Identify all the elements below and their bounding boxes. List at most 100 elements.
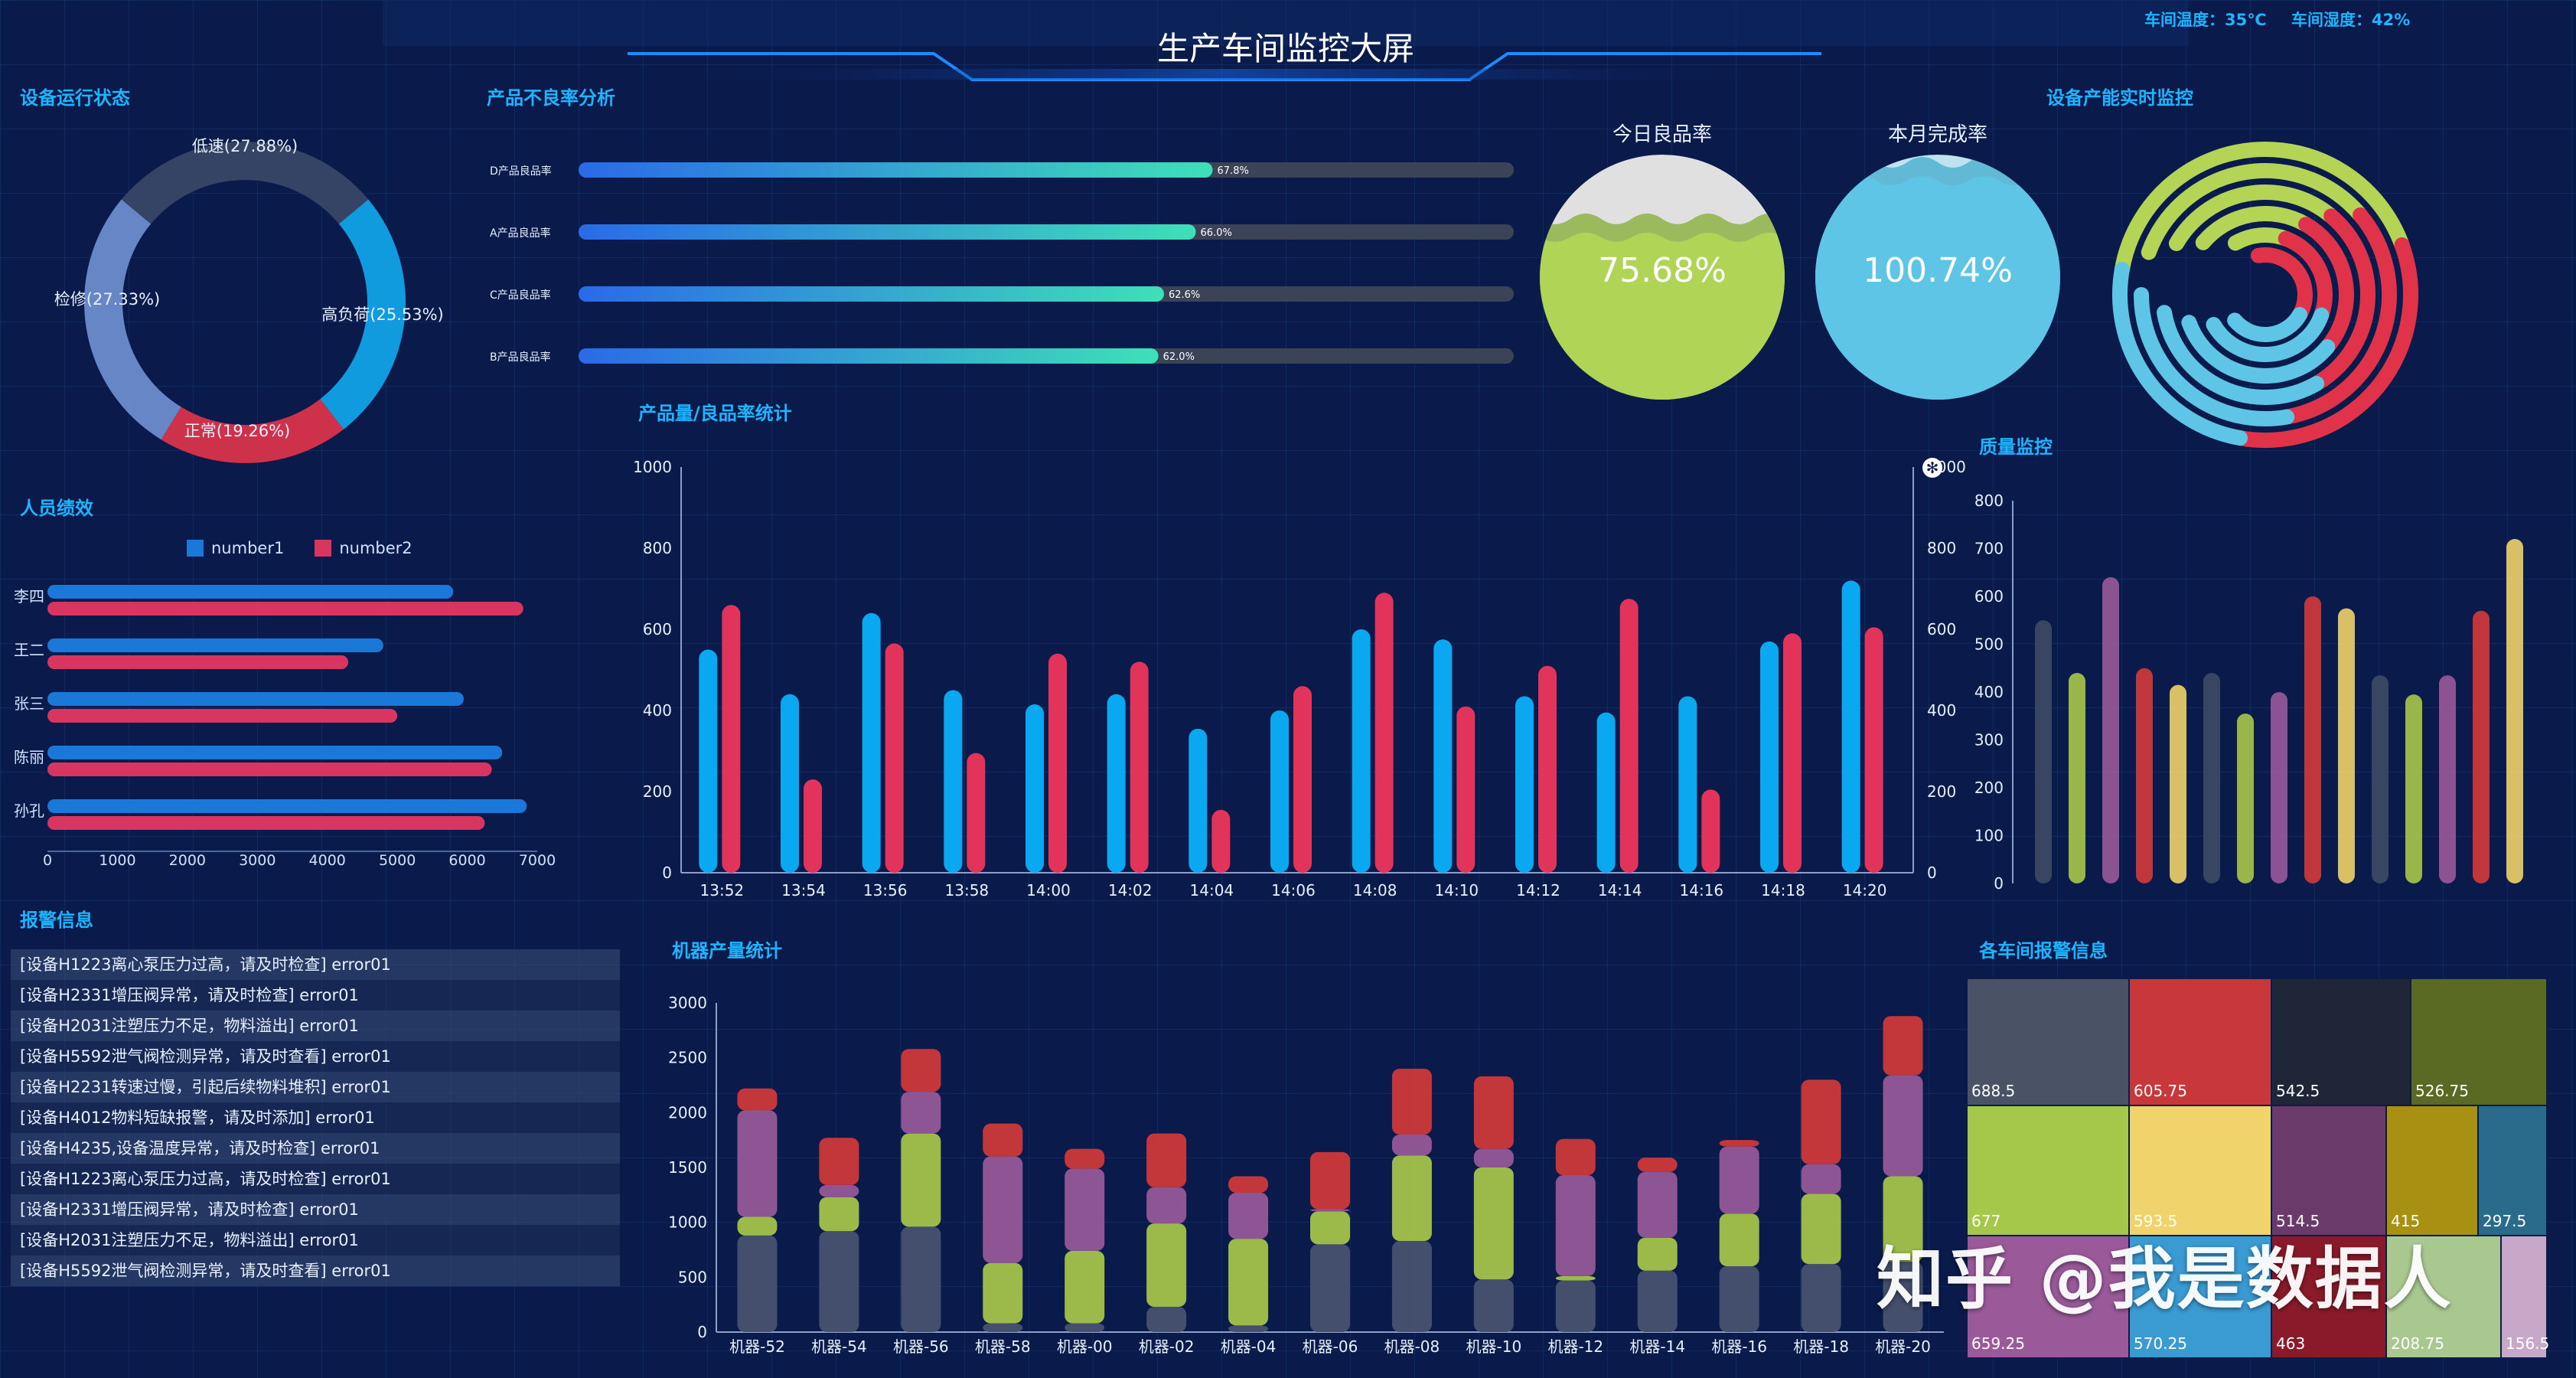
treemap-cell <box>2271 1235 2387 1359</box>
donut-slice <box>161 399 344 463</box>
output-bar-blue <box>781 694 799 873</box>
gauge-value: 75.68% <box>1598 251 1727 290</box>
capacity-ring-arc <box>2278 230 2333 323</box>
quality-monitor-chart: 0 100 200 300 400 500 600 700 800 <box>1974 491 2523 893</box>
watermark-text: 知乎 @我是数据人 <box>1877 1239 2453 1318</box>
treemap-cell-label: 688.5 <box>1971 1082 2015 1100</box>
machine-y-tick: 500 <box>678 1268 707 1286</box>
machine-y-tick: 3000 <box>668 994 707 1012</box>
staff-name: 王二 <box>14 641 44 659</box>
quality-y-tick: 300 <box>1974 731 2004 749</box>
alarm-item: [设备H4235,设备温度异常，请及时检查] error01 <box>11 1133 620 1164</box>
treemap-cell-label: 156.5 <box>2506 1334 2549 1353</box>
treemap-cell-label: 605.75 <box>2134 1082 2187 1100</box>
output-bar-blue <box>1678 696 1697 873</box>
output-bar-blue <box>1596 712 1616 873</box>
machine-x-tick: 机器-52 <box>729 1337 785 1356</box>
staff-x-tick: 6000 <box>448 852 485 869</box>
treemap-cell <box>2271 978 2411 1106</box>
capacity-ring-arc <box>2134 287 2295 426</box>
machine-bar-segment <box>1883 1075 1923 1177</box>
output-bar-blue <box>1515 696 1534 873</box>
gauge-wave <box>1540 232 1785 400</box>
capacity-ring-arc <box>2195 206 2314 250</box>
temperature-readout: 车间温度：35℃ <box>2144 11 2267 29</box>
machine-bar-segment <box>1473 1279 1514 1332</box>
treemap-cell <box>2500 1235 2548 1359</box>
alarm-item: [设备H5592泄气阀检测异常，请及时查看] error01 <box>11 1041 620 1072</box>
machine-y-tick: 2000 <box>668 1103 707 1122</box>
capacity-ring-arc <box>2298 217 2354 355</box>
machine-bar-segment <box>1228 1192 1269 1239</box>
capacity-ring-arc <box>2181 315 2336 384</box>
machine-output-title: 机器产量统计 <box>672 940 782 962</box>
treemap-cell <box>2128 1235 2272 1359</box>
output-bar-blue <box>1270 710 1289 873</box>
capacity-ring-arc <box>2279 207 2397 425</box>
machine-bar-segment <box>1719 1146 1759 1214</box>
machine-bar-segment <box>1555 1280 1596 1332</box>
machine-bar-segment <box>1473 1167 1514 1280</box>
machine-bar-segment <box>1391 1241 1432 1332</box>
machine-bar-segment <box>1883 1262 1923 1332</box>
defect-rate-bar-chart: D产品良品率 67.8% A产品良品率 66.0% C产品良品率 62.6% B产品良品率 6… <box>490 162 1514 364</box>
output-bar-red <box>885 643 904 873</box>
alarms-title: 报警信息 <box>20 909 93 931</box>
staff-legend: number1 number2 <box>187 539 412 557</box>
defect-bar-category: B产品良品率 <box>490 351 551 364</box>
output-bar-blue <box>862 612 881 873</box>
capacity-ring-arc <box>2250 247 2313 322</box>
machine-x-tick: 机器-16 <box>1711 1337 1767 1356</box>
defect-analysis-title: 产品不良率分析 <box>487 87 615 109</box>
machine-bar-segment <box>1228 1176 1269 1193</box>
legend-swatch-number2 <box>315 540 332 557</box>
quality-y-tick: 800 <box>1974 491 2004 510</box>
defect-bar-category: C产品良品率 <box>490 289 551 302</box>
quality-bar <box>2338 608 2355 883</box>
machine-bar-segment <box>819 1184 859 1197</box>
staff-bar <box>47 585 454 599</box>
machine-x-tick: 机器-54 <box>811 1337 867 1356</box>
treemap-cell <box>2410 978 2548 1106</box>
alarm-list[interactable]: [设备H1223离心泵压力过高，请及时检查] error01 [设备H2331增压… <box>11 949 620 1324</box>
liquid-fill-gauges: 今日良品率 75.68% 本月完成率 100.74% <box>1540 123 2060 400</box>
machine-bar-segment <box>1719 1213 1759 1266</box>
machine-bar-segment <box>737 1088 778 1111</box>
staff-name: 陈丽 <box>14 748 44 766</box>
machine-y-tick: 0 <box>697 1323 707 1341</box>
header-frame <box>383 0 2189 81</box>
donut-slice <box>121 141 369 224</box>
chart-settings-icon[interactable]: ✻ <box>1922 458 1942 478</box>
machine-output-chart: 0 500 1000 1500 2000 2500 3000 机器-52 机器-54 机器-56 机… <box>668 994 1944 1356</box>
machine-bar-segment <box>1146 1187 1187 1224</box>
machine-bar-segment <box>1719 1266 1759 1332</box>
machine-bar-segment <box>901 1133 941 1227</box>
donut-slice <box>83 199 181 440</box>
output-bar-blue <box>1107 694 1126 873</box>
output-bar-red <box>722 605 741 873</box>
treemap-cell <box>2385 1235 2502 1359</box>
staff-bar <box>47 799 527 813</box>
quality-bar <box>2102 577 2119 883</box>
machine-y-tick: 1500 <box>668 1158 707 1177</box>
machine-bar-segment <box>983 1156 1023 1263</box>
machine-bar-segment <box>737 1235 778 1332</box>
machine-bar-segment <box>1637 1237 1678 1271</box>
output-x-tick: 14:14 <box>1598 881 1642 900</box>
alarm-item: [设备H4012物料短缺报警，请及时添加] error01 <box>11 1102 620 1133</box>
alarm-item: [设备H2031注塑压力不足，物料溢出] error01 <box>11 1225 620 1256</box>
machine-bar-segment <box>1637 1158 1678 1172</box>
capacity-ring-arc <box>2232 237 2418 448</box>
output-bar-blue <box>1433 639 1453 873</box>
quality-y-tick: 700 <box>1974 540 2004 558</box>
treemap-cell-label: 659.25 <box>1971 1334 2025 1353</box>
machine-bar-segment <box>819 1138 859 1185</box>
treemap-cell-label: 677 <box>1971 1212 2000 1230</box>
machine-x-tick: 机器-06 <box>1303 1337 1358 1356</box>
output-y-tick: 0 <box>662 864 672 882</box>
output-bar-red <box>1374 593 1394 873</box>
machine-x-tick: 机器-00 <box>1057 1337 1113 1356</box>
treemap-cell <box>2271 1105 2387 1236</box>
quality-bar <box>2473 610 2490 883</box>
